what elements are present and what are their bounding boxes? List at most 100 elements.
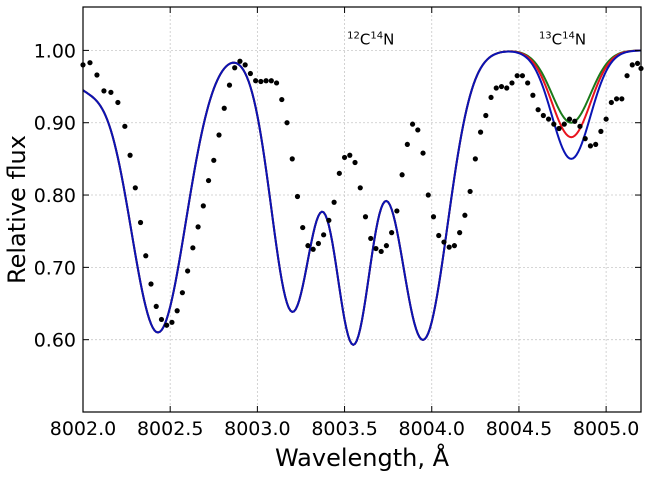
data-point <box>357 185 363 191</box>
data-point <box>551 121 557 127</box>
data-point <box>127 152 133 158</box>
data-point <box>216 132 222 138</box>
x-tick-label: 8002.0 <box>50 418 116 440</box>
data-point <box>441 239 447 245</box>
isotope-label: 13C14N <box>539 31 586 49</box>
data-point <box>530 92 536 98</box>
data-point <box>294 193 301 200</box>
data-point <box>284 120 290 126</box>
data-point <box>467 188 473 195</box>
data-point <box>305 243 311 249</box>
data-point <box>148 281 154 287</box>
data-point <box>185 268 191 274</box>
data-point <box>336 170 342 176</box>
x-tick-labels: 8002.0 8002.5 8003.0 8003.5 8004.0 8004.5 8005… <box>50 418 640 440</box>
y-tick-label: 0.80 <box>34 185 76 207</box>
data-point <box>289 156 295 162</box>
data-point <box>577 123 583 129</box>
data-point <box>378 248 384 255</box>
data-point <box>619 96 625 102</box>
model-lines <box>82 49 642 346</box>
data-point <box>587 143 594 149</box>
data-point <box>310 246 316 252</box>
data-point <box>493 85 499 91</box>
data-point <box>200 203 206 209</box>
data-point <box>221 105 227 111</box>
data-point <box>488 94 494 101</box>
data-point <box>566 116 573 122</box>
data-point <box>341 154 348 161</box>
data-point <box>477 129 484 135</box>
data-point <box>498 83 505 90</box>
data-point <box>132 185 138 191</box>
data-point <box>598 128 604 134</box>
data-point <box>268 78 274 84</box>
x-tick-label: 8003.0 <box>224 418 290 440</box>
x-tick-label: 8003.5 <box>311 418 377 440</box>
data-point <box>504 85 510 91</box>
y-tick-label: 1.00 <box>34 40 76 62</box>
data-point <box>122 123 128 129</box>
data-point <box>629 62 635 68</box>
data-point <box>457 230 463 236</box>
data-point <box>420 150 426 156</box>
data-point <box>462 212 468 218</box>
y-tick-label: 0.90 <box>34 113 76 135</box>
data-point <box>242 62 248 68</box>
data-point <box>608 99 614 106</box>
data-point <box>232 65 238 71</box>
data-point <box>556 125 562 132</box>
data-point <box>394 208 400 214</box>
data-point <box>115 99 121 106</box>
x-tick-label: 8004.0 <box>399 418 465 440</box>
y-tick-label: 0.70 <box>34 257 76 279</box>
data-point <box>436 232 442 239</box>
data-point <box>389 230 395 236</box>
y-axis-title: Relative flux <box>3 135 31 284</box>
data-point <box>451 243 458 249</box>
data-point <box>226 82 233 88</box>
data-point <box>514 73 520 79</box>
observed-points <box>80 58 644 328</box>
data-point <box>247 70 253 77</box>
y-tick-label: 0.60 <box>34 330 76 352</box>
data-point <box>195 224 201 230</box>
data-point <box>169 319 175 325</box>
data-point <box>101 88 107 94</box>
data-point <box>211 157 217 163</box>
data-point <box>624 73 630 79</box>
data-point <box>613 96 620 102</box>
data-point <box>368 235 374 242</box>
data-point <box>263 78 269 84</box>
isotope-label: 12C14N <box>347 31 394 49</box>
data-point <box>483 112 489 119</box>
data-point <box>153 303 159 310</box>
data-point <box>373 245 379 252</box>
data-point <box>315 240 322 247</box>
data-point <box>582 136 588 142</box>
data-point <box>137 219 144 226</box>
data-point <box>540 112 546 119</box>
data-point <box>535 107 541 113</box>
data-point <box>237 58 243 64</box>
data-point <box>561 121 567 127</box>
data-point <box>331 199 337 205</box>
data-point <box>108 89 114 95</box>
data-point <box>253 78 259 84</box>
data-point <box>525 80 531 86</box>
data-point <box>603 116 609 122</box>
data-point <box>519 73 526 79</box>
x-tick-label: 8004.5 <box>486 418 552 440</box>
gridlines <box>82 7 641 412</box>
series-line-model-blue <box>82 49 642 346</box>
data-point <box>273 80 280 86</box>
data-point <box>143 253 149 259</box>
data-point <box>205 177 212 184</box>
x-tick-label: 8005.0 <box>573 418 639 440</box>
data-point <box>404 141 410 148</box>
data-point <box>425 192 431 198</box>
data-point <box>179 290 185 296</box>
data-point <box>258 78 264 85</box>
data-point <box>593 141 599 148</box>
